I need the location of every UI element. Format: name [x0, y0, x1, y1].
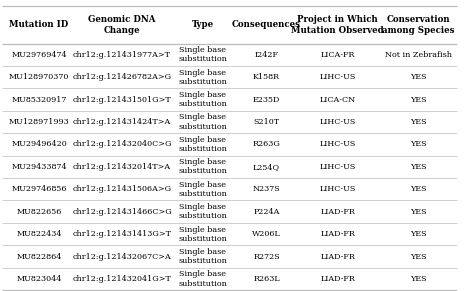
Text: R272S: R272S [253, 253, 280, 260]
Text: Not in Zebrafish: Not in Zebrafish [385, 51, 452, 59]
Text: Single base
substitution: Single base substitution [178, 248, 227, 265]
Text: LIAD-FR: LIAD-FR [320, 230, 355, 238]
Text: chr12:g.121431501G>T: chr12:g.121431501G>T [73, 96, 172, 104]
Text: LICA-FR: LICA-FR [320, 51, 355, 59]
Text: R263L: R263L [253, 275, 280, 283]
Text: LIAD-FR: LIAD-FR [320, 208, 355, 216]
Text: MU822656: MU822656 [17, 208, 62, 216]
Text: YES: YES [410, 275, 427, 283]
Text: S210T: S210T [254, 118, 280, 126]
Text: MU29746856: MU29746856 [11, 185, 67, 193]
Text: YES: YES [410, 185, 427, 193]
Text: LIHC-US: LIHC-US [319, 185, 356, 193]
Text: I242F: I242F [255, 51, 279, 59]
Text: Conservation
among Species: Conservation among Species [382, 15, 455, 35]
Text: MU823044: MU823044 [17, 275, 62, 283]
Text: LICA-CN: LICA-CN [319, 96, 356, 104]
Text: LIHC-US: LIHC-US [319, 141, 356, 148]
Text: MU29433874: MU29433874 [11, 163, 67, 171]
Text: YES: YES [410, 118, 427, 126]
Text: MU822434: MU822434 [17, 230, 62, 238]
Text: Single base
substitution: Single base substitution [178, 158, 227, 175]
Text: P224A: P224A [254, 208, 280, 216]
Text: Genomic DNA
Change: Genomic DNA Change [88, 15, 156, 35]
Text: YES: YES [410, 253, 427, 260]
Text: chr12:g.121432040C>G: chr12:g.121432040C>G [73, 141, 172, 148]
Text: chr12:g.121432014T>A: chr12:g.121432014T>A [73, 163, 171, 171]
Text: W206L: W206L [252, 230, 281, 238]
Text: R263G: R263G [253, 141, 281, 148]
Text: LIHC-US: LIHC-US [319, 73, 356, 81]
Text: YES: YES [410, 230, 427, 238]
Text: Single base
substitution: Single base substitution [178, 46, 227, 63]
Text: Single base
substitution: Single base substitution [178, 69, 227, 86]
Text: Single base
substitution: Single base substitution [178, 113, 227, 131]
Text: chr12:g.121431466C>G: chr12:g.121431466C>G [72, 208, 172, 216]
Text: chr12:g.121431977A>T: chr12:g.121431977A>T [73, 51, 171, 59]
Text: MU822864: MU822864 [17, 253, 62, 260]
Text: chr12:g.121431506A>G: chr12:g.121431506A>G [73, 185, 172, 193]
Text: YES: YES [410, 163, 427, 171]
Text: MU29496420: MU29496420 [11, 141, 67, 148]
Text: MU85320917: MU85320917 [11, 96, 67, 104]
Text: MU29769474: MU29769474 [11, 51, 67, 59]
Text: Single base
substitution: Single base substitution [178, 136, 227, 153]
Text: LIHC-US: LIHC-US [319, 163, 356, 171]
Text: MU128971993: MU128971993 [9, 118, 70, 126]
Text: chr12:g.121432041G>T: chr12:g.121432041G>T [73, 275, 172, 283]
Text: MU128970370: MU128970370 [9, 73, 69, 81]
Text: Single base
substitution: Single base substitution [178, 203, 227, 220]
Text: YES: YES [410, 96, 427, 104]
Text: chr12:g.121431424T>A: chr12:g.121431424T>A [73, 118, 171, 126]
Text: Type: Type [191, 20, 214, 29]
Text: YES: YES [410, 73, 427, 81]
Text: Single base
substitution: Single base substitution [178, 226, 227, 243]
Text: E235D: E235D [253, 96, 280, 104]
Text: YES: YES [410, 141, 427, 148]
Text: LIAD-FR: LIAD-FR [320, 275, 355, 283]
Text: L254Q: L254Q [253, 163, 280, 171]
Text: Mutation ID: Mutation ID [9, 20, 69, 29]
Text: Single base
substitution: Single base substitution [178, 91, 227, 108]
Text: N237S: N237S [253, 185, 281, 193]
Text: YES: YES [410, 208, 427, 216]
Text: LIHC-US: LIHC-US [319, 118, 356, 126]
Text: K158R: K158R [253, 73, 280, 81]
Text: chr12:g.121431413G>T: chr12:g.121431413G>T [73, 230, 172, 238]
Text: chr12:g.121432067C>A: chr12:g.121432067C>A [73, 253, 172, 260]
Text: Consequences: Consequences [232, 20, 301, 29]
Text: LIAD-FR: LIAD-FR [320, 253, 355, 260]
Text: Project in Which
Mutation Observed: Project in Which Mutation Observed [292, 15, 384, 35]
Text: Single base
substitution: Single base substitution [178, 270, 227, 288]
Text: chr12:g.121426782A>G: chr12:g.121426782A>G [73, 73, 172, 81]
Text: Single base
substitution: Single base substitution [178, 181, 227, 198]
